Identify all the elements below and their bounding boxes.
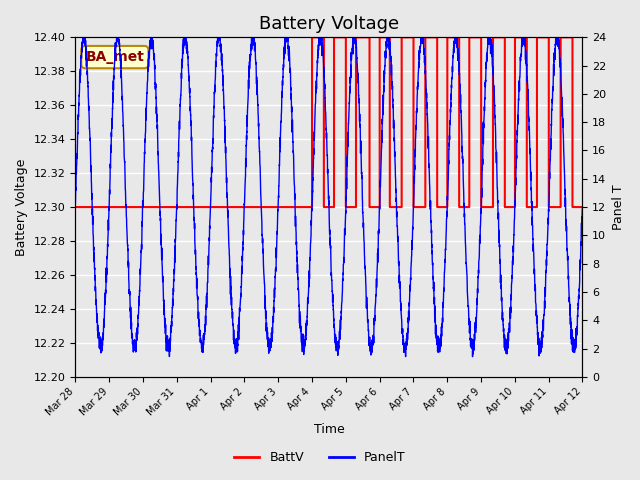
Y-axis label: Panel T: Panel T: [612, 184, 625, 230]
Text: BA_met: BA_met: [85, 50, 144, 64]
Title: Battery Voltage: Battery Voltage: [259, 15, 399, 33]
X-axis label: Time: Time: [314, 423, 344, 436]
Legend: BattV, PanelT: BattV, PanelT: [229, 446, 411, 469]
Y-axis label: Battery Voltage: Battery Voltage: [15, 158, 28, 256]
